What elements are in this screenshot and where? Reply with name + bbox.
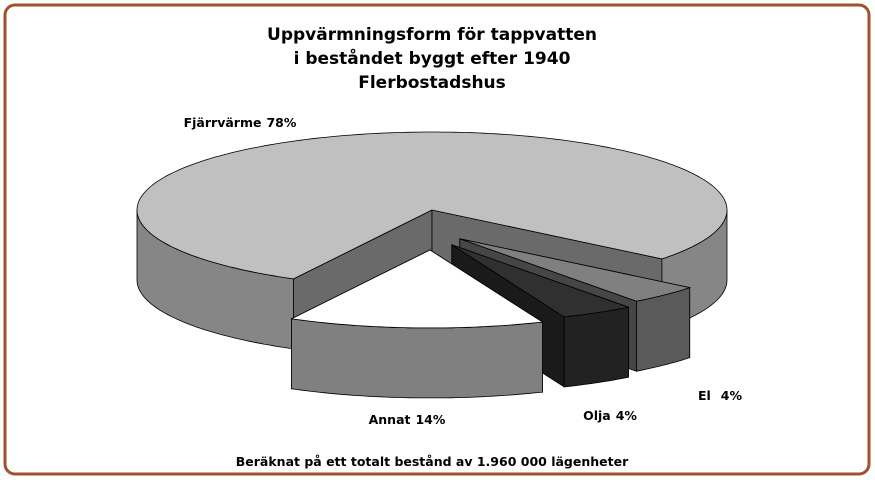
slice-label: Fjärrvärme 78% <box>184 115 297 130</box>
slice-label: El 4% <box>698 388 743 403</box>
slice-value-label: 4% <box>616 408 638 423</box>
slice-top <box>290 249 544 329</box>
note: Beräknat på ett totalt bestånd av 1.960 … <box>236 454 629 469</box>
slice-top <box>451 244 631 318</box>
slice-category: El <box>698 388 711 403</box>
title-line: Flerbostadshus <box>358 73 506 93</box>
slice-side <box>563 306 629 388</box>
slice-side <box>291 318 543 399</box>
slice-value-label: 4% <box>721 388 743 403</box>
slice-value-label: 14% <box>415 412 445 427</box>
title-line: i beståndet byggt efter 1940 <box>294 47 571 69</box>
slice-label: Olja 4% <box>583 408 637 423</box>
slice-value-label: 78% <box>266 115 296 130</box>
slice-category: Fjärrvärme <box>184 115 262 130</box>
title-line: Uppvärmningsform för tappvatten <box>267 25 597 45</box>
pie <box>136 131 728 399</box>
slice <box>290 249 544 399</box>
slice-top <box>459 238 692 302</box>
slice-category: Annat <box>369 412 411 427</box>
slice-side <box>636 287 691 372</box>
slice-top <box>136 131 728 280</box>
slice-category: Olja <box>583 408 611 423</box>
slice-label: Annat 14% <box>369 412 446 427</box>
